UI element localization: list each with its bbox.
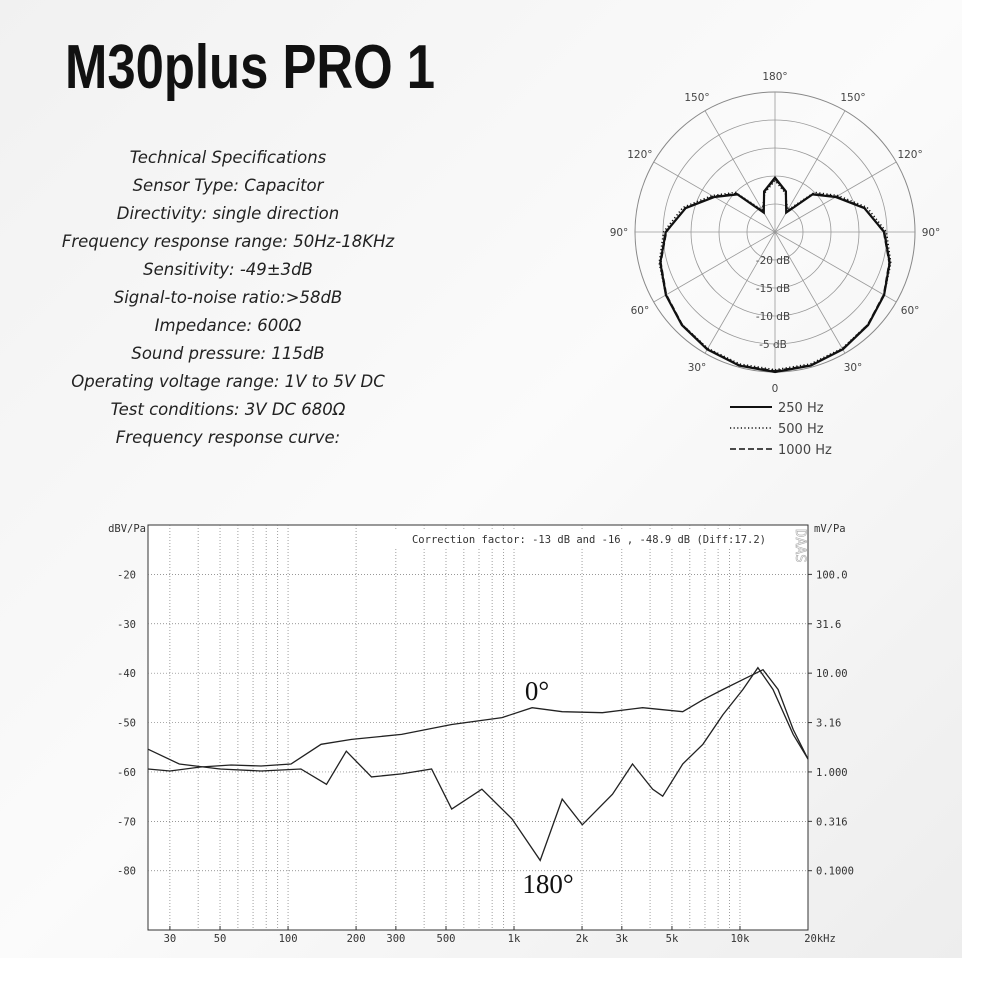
polar-spoke [653,231,776,303]
polar-angle-label: 120° [627,149,652,161]
x-tick-label: 300 [386,933,405,945]
legend-label: 500 Hz [778,422,824,437]
spec-line: Impedance: 600Ω [155,316,302,335]
x-tick-label: 5k [666,933,679,945]
y2-tick-label: 0.316 [816,816,848,828]
y-tick-label: -30 [117,619,136,631]
x-tick-label: 200 [347,933,366,945]
x-tick-label: 100 [279,933,298,945]
polar-angle-label: 60° [631,305,650,317]
x-tick-label: 50 [214,933,227,945]
y-tick-label: -60 [117,767,136,779]
polar-angle-label: 0 [772,383,779,395]
polar-angle-label: 150° [684,92,709,104]
y-tick-label: -20 [117,569,136,581]
polar-ring-label: -5 dB [759,339,787,351]
y-tick-label: -40 [117,668,136,680]
polar-spoke [774,231,846,354]
polar-ring-label: -20 dB [756,255,790,267]
polar-ring-label: -10 dB [756,311,790,323]
curve-label: 0° [525,676,549,706]
y2-tick-label: 100.0 [816,569,848,581]
polar-angle-label: 90° [610,227,629,239]
x-tick-label: 500 [437,933,456,945]
polar-spoke [774,231,897,303]
polar-angle-label: 180° [762,71,787,83]
y2-tick-label: 1.000 [816,767,848,779]
polar-angle-label: 30° [688,362,707,374]
annotation-bg [390,531,788,547]
polar-angle-label: 90° [922,227,941,239]
polar-angle-label: 60° [901,305,920,317]
response-curve [147,668,809,772]
y-tick-label: -70 [117,816,136,828]
spec-line: Frequency response range: 50Hz-18KHz [62,232,395,251]
y2-axis-label: mV/Pa [814,523,846,535]
spec-line: Sound pressure: 115dB [131,344,324,363]
charts: -20 dB -15 dB -10 dB -5 dB 0 30° 30° 60° 60° 90° 9… [108,71,940,945]
spec-line: Directivity: single direction [117,204,340,223]
spec-line: Test conditions: 3V DC 680Ω [111,400,346,419]
response-curve [147,666,809,862]
product-title: M30plus PRO 1 [65,33,435,102]
spec-line: Sensor Type: Capacitor [133,176,325,195]
polar-curve [660,177,890,372]
x-tick-label: 20kHz [804,933,836,945]
polar-angle-label: 30° [844,362,863,374]
x-tick-label: 10k [730,933,750,945]
spec-line: Operating voltage range: 1V to 5V DC [71,372,385,391]
x-tick-label: 2k [576,933,589,945]
polar-spoke [704,231,776,354]
polar-angle-label: 120° [897,149,922,161]
spec-line: Sensitivity: -49±3dB [143,260,313,279]
watermark: DAAS [792,529,808,563]
curve-label: 180° [522,869,573,899]
legend-label: 1000 Hz [778,443,832,458]
spec-line: Signal-to-noise ratio:>58dB [114,288,343,307]
spec-line: Frequency response curve: [116,428,340,447]
polar-angle-label: 150° [840,92,865,104]
y2-tick-label: 10.00 [816,668,848,680]
chart-annotation: Correction factor: -13 dB and -16 , -48.… [412,534,766,546]
y2-tick-label: 0.1000 [816,866,854,878]
x-tick-label: 3k [615,933,628,945]
legend-label: 250 Hz [778,401,824,416]
y2-tick-label: 31.6 [816,619,841,631]
plot-frame [147,524,809,931]
x-tick-label: 1k [508,933,521,945]
spec-list: Technical Specifications Sensor Type: Cap… [62,148,395,447]
y2-tick-label: 3.16 [816,718,841,730]
y-tick-label: -80 [117,866,136,878]
spec-line: Technical Specifications [130,148,327,167]
y-tick-label: -50 [117,718,136,730]
polar-ring-label: -15 dB [756,283,790,295]
x-tick-label: 30 [164,933,177,945]
y-axis-label: dBV/Pa [108,523,146,535]
